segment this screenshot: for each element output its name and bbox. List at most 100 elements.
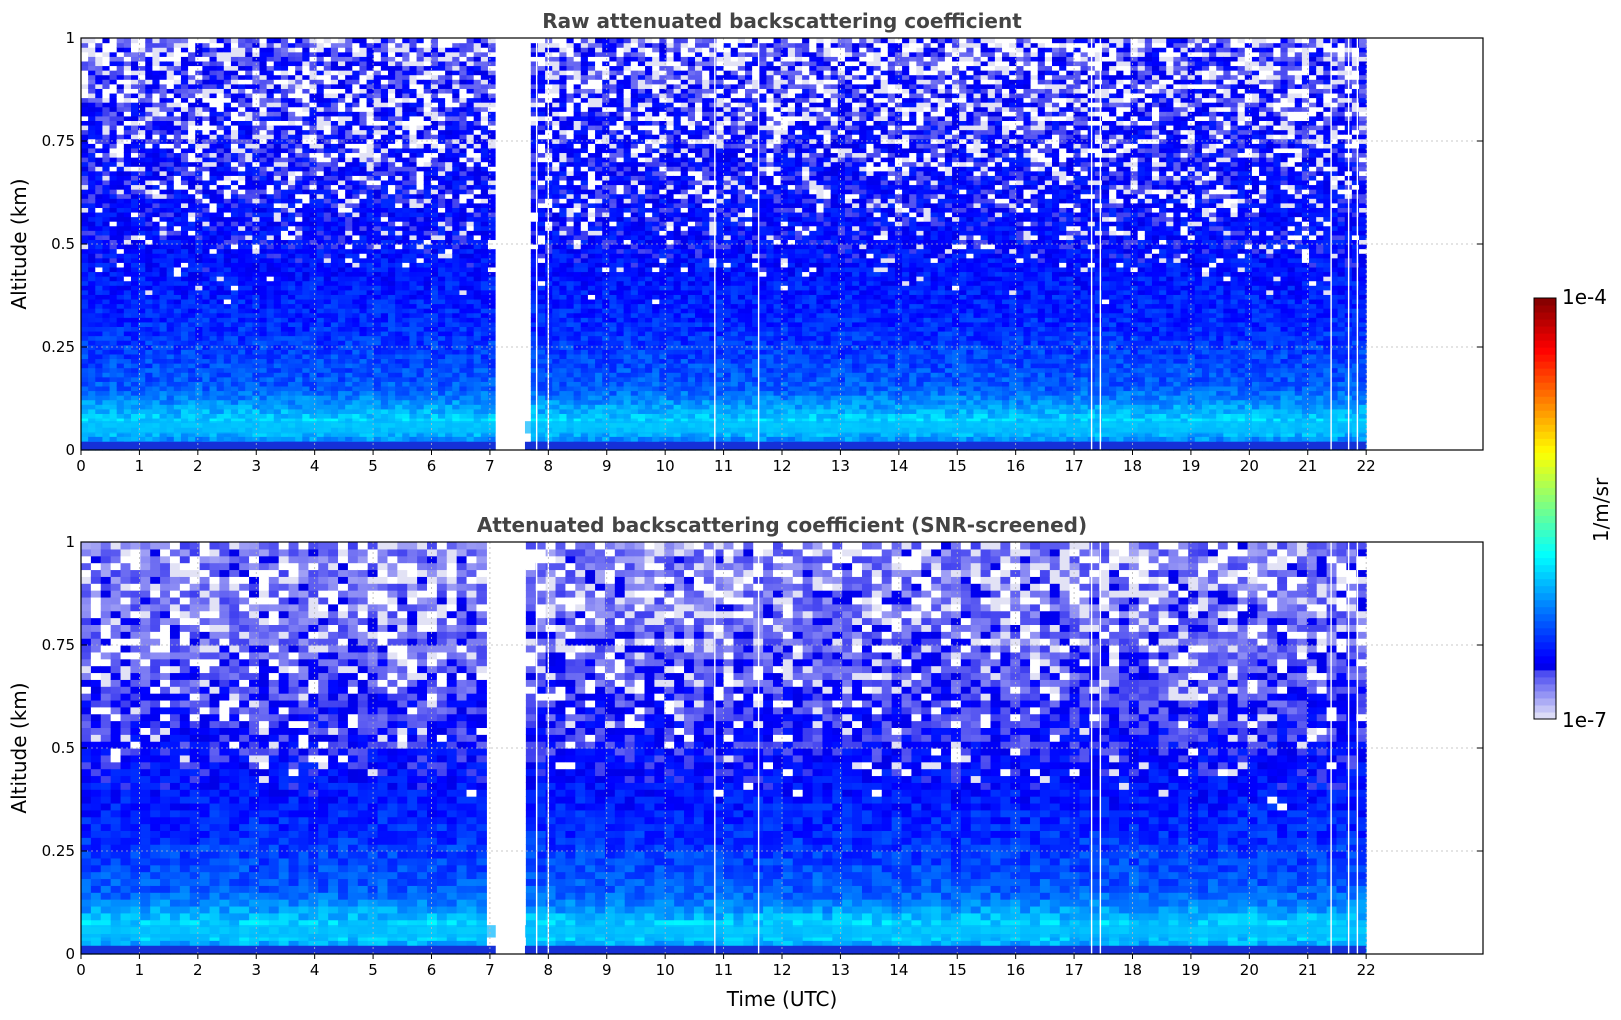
heatmap-cell bbox=[424, 285, 432, 290]
heatmap-cell bbox=[467, 349, 475, 354]
heatmap-cell bbox=[110, 56, 118, 61]
heatmap-cell bbox=[88, 56, 96, 61]
heatmap-cell bbox=[445, 212, 453, 217]
heatmap-cell bbox=[210, 294, 218, 299]
heatmap-cell bbox=[295, 262, 303, 267]
heatmap-cell bbox=[124, 88, 132, 93]
heatmap-cell bbox=[345, 111, 353, 116]
heatmap-cell bbox=[295, 111, 303, 116]
heatmap-cell bbox=[402, 98, 410, 103]
heatmap-cell bbox=[81, 322, 89, 327]
heatmap-cell bbox=[188, 102, 196, 107]
heatmap-cell bbox=[431, 258, 439, 263]
heatmap-cell bbox=[324, 436, 332, 441]
heatmap-cell bbox=[281, 93, 289, 98]
heatmap-cell bbox=[224, 322, 232, 327]
heatmap-cell bbox=[345, 354, 353, 359]
heatmap-cell bbox=[160, 130, 168, 135]
heatmap-cell bbox=[431, 235, 439, 240]
heatmap-cell bbox=[445, 267, 453, 272]
heatmap-cell bbox=[131, 171, 139, 176]
heatmap-cell bbox=[309, 203, 317, 208]
heatmap-cell bbox=[431, 413, 439, 418]
heatmap-cell bbox=[295, 281, 303, 286]
heatmap-cell bbox=[95, 198, 103, 203]
heatmap-cell bbox=[417, 253, 425, 258]
heatmap-cell bbox=[324, 386, 332, 391]
heatmap-cell bbox=[88, 267, 96, 272]
heatmap-cell bbox=[359, 75, 367, 80]
heatmap-cell bbox=[281, 207, 289, 212]
heatmap-cell bbox=[102, 290, 110, 295]
heatmap-cell bbox=[238, 152, 246, 157]
heatmap-cell bbox=[424, 267, 432, 272]
heatmap-cell bbox=[352, 111, 360, 116]
heatmap-cell bbox=[131, 43, 139, 48]
heatmap-cell bbox=[131, 157, 139, 162]
heatmap-cell bbox=[402, 175, 410, 180]
heatmap-cell bbox=[381, 281, 389, 286]
heatmap-cell bbox=[281, 317, 289, 322]
heatmap-cell bbox=[102, 299, 110, 304]
heatmap-cell bbox=[145, 249, 153, 254]
heatmap-cell bbox=[202, 331, 210, 336]
heatmap-cell bbox=[202, 267, 210, 272]
heatmap-cell bbox=[395, 120, 403, 125]
heatmap-cell bbox=[245, 253, 253, 258]
raw-panel-title: Raw attenuated backscattering coefficien… bbox=[542, 9, 1022, 33]
heatmap-cell bbox=[95, 194, 103, 199]
heatmap-cell bbox=[374, 249, 382, 254]
heatmap-cell bbox=[331, 226, 339, 231]
heatmap-cell bbox=[202, 285, 210, 290]
heatmap-cell bbox=[359, 267, 367, 272]
heatmap-cell bbox=[324, 368, 332, 373]
heatmap-cell bbox=[452, 358, 460, 363]
heatmap-cell bbox=[431, 317, 439, 322]
heatmap-cell bbox=[210, 93, 218, 98]
heatmap-cell bbox=[295, 61, 303, 66]
heatmap-cell bbox=[245, 304, 253, 309]
heatmap-cell bbox=[409, 98, 417, 103]
heatmap-cell bbox=[431, 244, 439, 249]
heatmap-cell bbox=[152, 390, 160, 395]
heatmap-cell bbox=[195, 290, 203, 295]
heatmap-cell bbox=[274, 377, 282, 382]
heatmap-cell bbox=[474, 400, 482, 405]
heatmap-cell bbox=[88, 404, 96, 409]
heatmap-cell bbox=[145, 336, 153, 341]
heatmap-cell bbox=[238, 93, 246, 98]
heatmap-cell bbox=[324, 331, 332, 336]
heatmap-cell bbox=[202, 130, 210, 135]
heatmap-cell bbox=[267, 372, 275, 377]
heatmap-cell bbox=[467, 134, 475, 139]
heatmap-cell bbox=[388, 143, 396, 148]
heatmap-cell bbox=[267, 184, 275, 189]
heatmap-cell bbox=[288, 47, 296, 52]
heatmap-cell bbox=[81, 372, 89, 377]
heatmap-cell bbox=[331, 340, 339, 345]
heatmap-cell bbox=[417, 276, 425, 281]
heatmap-cell bbox=[459, 130, 467, 135]
heatmap-cell bbox=[238, 212, 246, 217]
heatmap-cell bbox=[81, 304, 89, 309]
heatmap-cell bbox=[345, 65, 353, 70]
heatmap-cell bbox=[160, 93, 168, 98]
heatmap-cell bbox=[188, 221, 196, 226]
heatmap-cell bbox=[95, 65, 103, 70]
heatmap-cell bbox=[281, 47, 289, 52]
heatmap-cell bbox=[245, 120, 253, 125]
heatmap-cell bbox=[110, 363, 118, 368]
heatmap-cell bbox=[131, 349, 139, 354]
heatmap-cell bbox=[388, 162, 396, 167]
heatmap-cell bbox=[167, 271, 175, 276]
heatmap-cell bbox=[381, 157, 389, 162]
heatmap-cell bbox=[402, 79, 410, 84]
heatmap-cell bbox=[417, 203, 425, 208]
heatmap-cell bbox=[202, 262, 210, 267]
heatmap-cell bbox=[210, 308, 218, 313]
heatmap-cell bbox=[309, 84, 317, 89]
heatmap-cell bbox=[317, 125, 325, 130]
heatmap-cell bbox=[145, 102, 153, 107]
heatmap-cell bbox=[210, 244, 218, 249]
heatmap-cell bbox=[409, 372, 417, 377]
